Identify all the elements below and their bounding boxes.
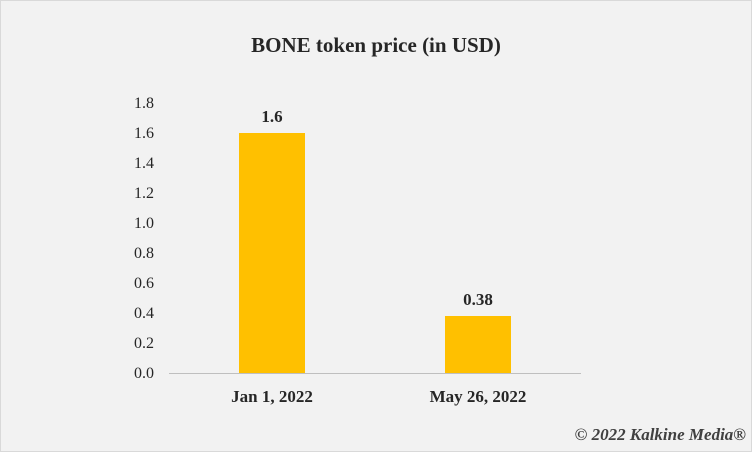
data-labels-group: 1.6 0.38 [261, 107, 493, 309]
y-tick-label: 0.4 [134, 305, 154, 322]
bar [445, 316, 511, 373]
x-tick-label: May 26, 2022 [430, 387, 527, 406]
y-tick-label: 0.2 [134, 335, 154, 352]
y-tick-label: 1.6 [134, 125, 154, 142]
x-tick-label: Jan 1, 2022 [231, 387, 313, 406]
y-tick-label: 1.4 [134, 155, 154, 172]
y-tick-label: 1.2 [134, 185, 154, 202]
x-axis-ticks: Jan 1, 2022 May 26, 2022 [231, 387, 526, 406]
y-tick-label: 1.0 [134, 215, 154, 232]
bar [239, 133, 305, 373]
y-tick-label: 1.8 [134, 95, 154, 112]
bars-group [239, 133, 511, 373]
data-label: 0.38 [463, 290, 493, 309]
chart-title: BONE token price (in USD) [251, 33, 501, 57]
copyright-notice: © 2022 Kalkine Media® [574, 425, 746, 444]
y-tick-label: 0.8 [134, 245, 154, 262]
data-label: 1.6 [261, 107, 282, 126]
y-tick-label: 0.0 [134, 365, 154, 382]
y-tick-label: 0.6 [134, 275, 154, 292]
y-axis-ticks: 0.0 0.2 0.4 0.6 0.8 1.0 1.2 1.4 1.6 1.8 [134, 95, 154, 382]
